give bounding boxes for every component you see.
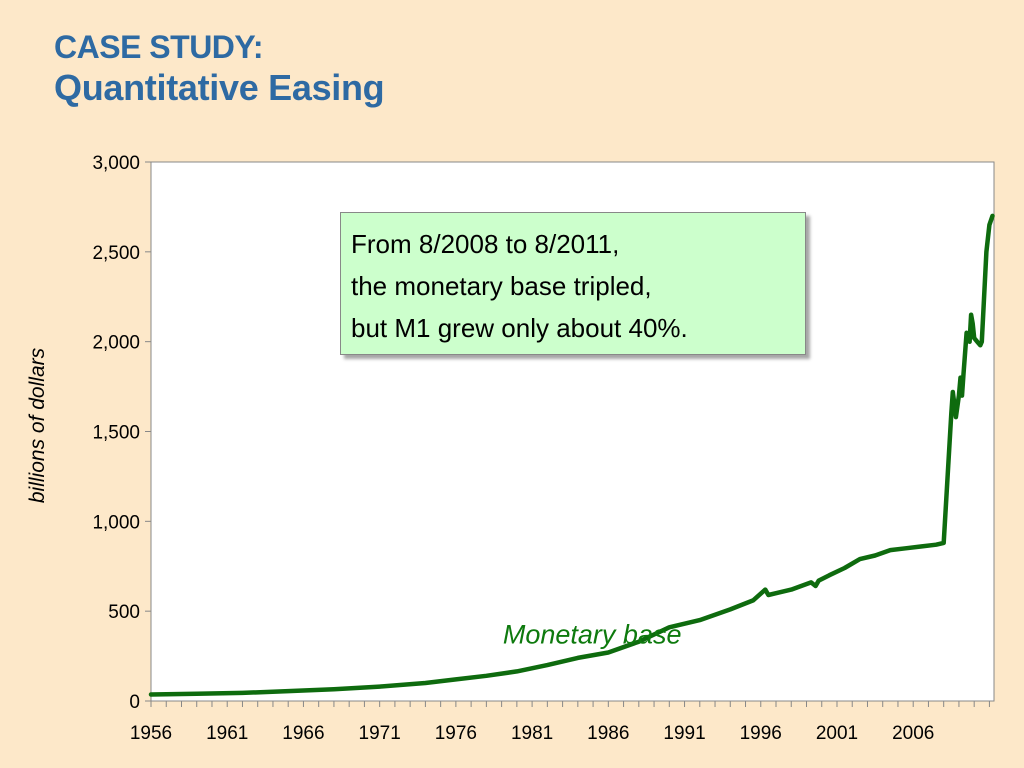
x-tick-label: 1956 [130, 723, 172, 744]
slide-title: CASE STUDY: Quantitative Easing [54, 28, 385, 110]
callout-box: From 8/2008 to 8/2011, the monetary base… [340, 212, 806, 355]
callout-line-1: From 8/2008 to 8/2011, [351, 229, 620, 259]
title-case-study: CASE STUDY: [54, 29, 264, 65]
x-tick-label: 1991 [663, 723, 705, 744]
x-tick-label: 1981 [511, 723, 553, 744]
x-tick-label: 1996 [740, 723, 782, 744]
y-axis-label: billions of dollars [26, 347, 49, 503]
title-quantitative-easing: Quantitative Easing [54, 67, 385, 108]
x-tick-label: 1961 [206, 723, 248, 744]
x-tick-label: 1966 [282, 723, 324, 744]
y-tick-label: 1,000 [92, 512, 140, 533]
series-line-monetary-base [148, 213, 995, 697]
callout-line-3: but M1 grew only about 40%. [351, 313, 688, 343]
x-tick-label: 1976 [435, 723, 477, 744]
y-tick-label: 3,000 [92, 153, 140, 174]
y-tick-label: 0 [129, 692, 140, 713]
callout-line-2: the monetary base tripled, [351, 271, 652, 301]
x-tick-label: 2001 [816, 723, 858, 744]
series-label-monetary-base: Monetary base [503, 620, 682, 650]
y-tick-label: 2,000 [92, 333, 140, 354]
y-tick-label: 1,500 [92, 423, 140, 444]
x-tick-label: 1971 [359, 723, 401, 744]
x-tick-label: 1986 [587, 723, 629, 744]
x-tick-label: 2006 [892, 723, 934, 744]
y-tick-label: 500 [108, 602, 140, 623]
y-tick-label: 2,500 [92, 243, 140, 264]
